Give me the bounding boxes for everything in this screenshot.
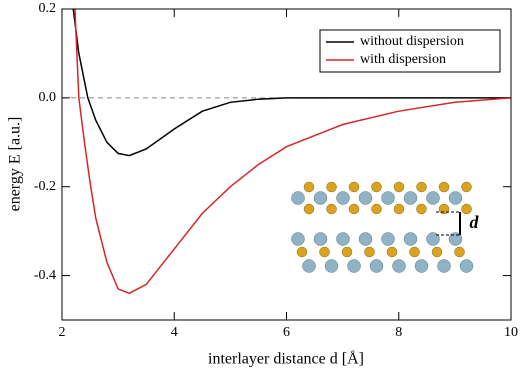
atom [371,203,382,215]
atom [426,191,440,205]
atom [448,191,463,205]
atom [303,203,315,215]
atom [303,181,315,193]
atom [403,232,418,246]
x-axis-title: interlayer distance d [Å] [208,350,364,368]
legend-label: without dispersion [360,34,464,49]
series-line [74,9,511,295]
atom [454,246,465,258]
x-tick-label: 10 [504,325,518,340]
legend-box [319,29,501,73]
atom [347,259,361,273]
structure-inset [291,181,474,273]
atom [381,232,395,246]
y-tick-label: -0.2 [34,179,56,194]
atom [392,259,406,273]
atom [296,246,308,258]
atom [313,232,328,246]
atom [371,181,382,193]
series-line [72,9,511,157]
y-tick-label: 0.0 [39,90,57,105]
legend-label: with dispersion [360,52,446,67]
atom [459,259,474,273]
atom [437,259,451,273]
y-tick-label: -0.4 [34,268,56,283]
y-tick-label: 0.2 [39,1,57,16]
y-axis-title: energy E [a.u.] [7,117,24,212]
atom [326,181,337,193]
inset-label: d [470,212,480,232]
atom [426,232,440,246]
atom [393,181,405,193]
atom [461,181,472,193]
atom [324,259,339,273]
atom [313,191,328,205]
atom [431,246,443,258]
atom [326,203,337,215]
atom [291,191,305,205]
atom [348,181,360,193]
atom [369,259,384,273]
atom [291,232,305,246]
atom [393,203,405,215]
x-tick-label: 8 [395,325,402,340]
atom [409,246,420,258]
atom [381,191,395,205]
atom [358,232,373,246]
atom [461,203,472,215]
plot-frame [61,8,512,321]
atom [448,232,463,246]
x-tick-label: 2 [59,325,66,340]
atom [364,246,375,258]
atom [414,259,429,273]
atom [341,246,353,258]
atom [336,232,350,246]
atom [416,181,427,193]
atom [348,203,360,215]
atom [302,259,316,273]
atom [319,246,330,258]
atom [416,203,427,215]
atom [358,191,373,205]
atom [386,246,398,258]
x-tick-label: 6 [283,325,290,340]
x-tick-label: 4 [171,325,178,340]
atom [403,191,418,205]
atom [438,181,450,193]
atom [336,191,350,205]
